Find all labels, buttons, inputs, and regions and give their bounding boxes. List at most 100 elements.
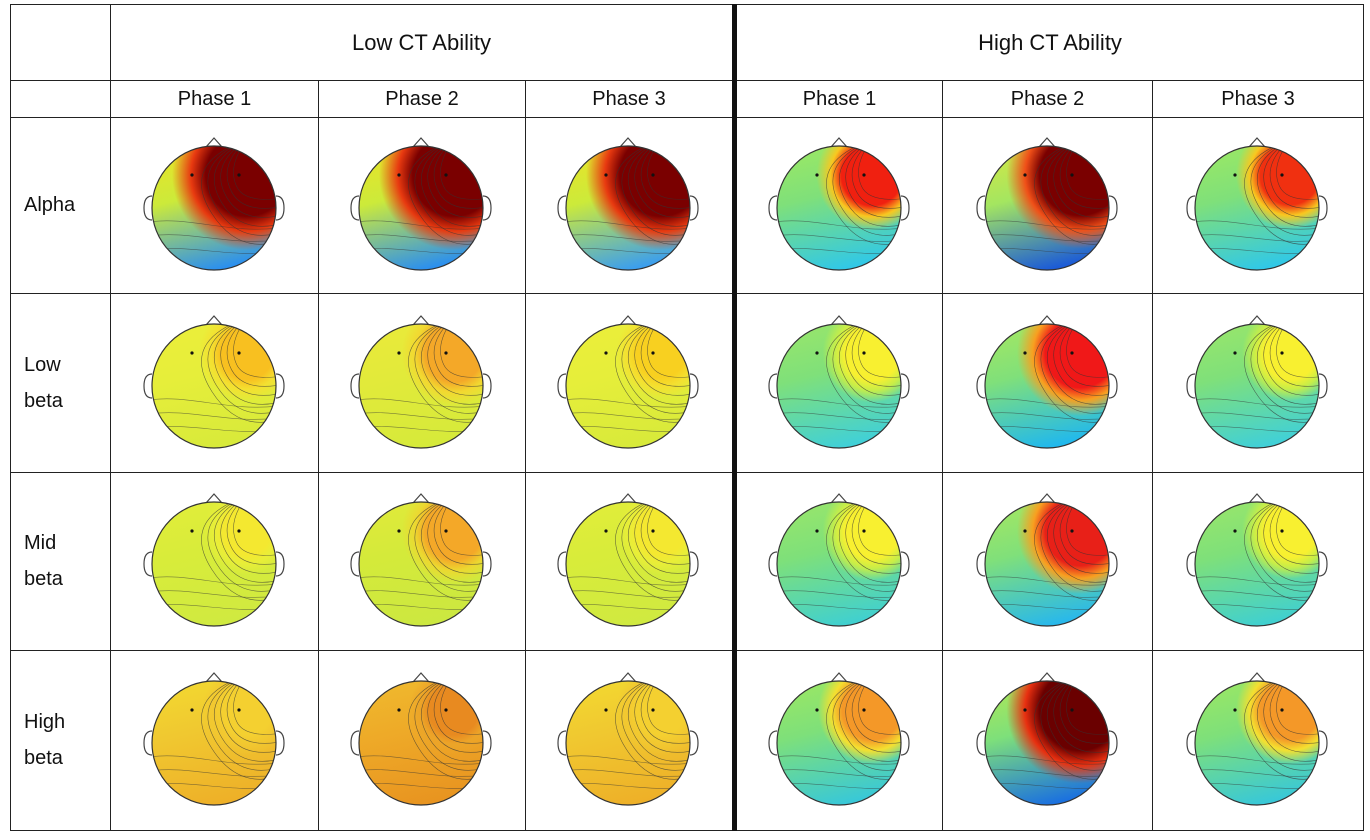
grid-line: [1152, 80, 1153, 831]
scalp-topomap: [1186, 672, 1328, 806]
scalp-topomap: [350, 315, 492, 449]
scalp-topomap: [768, 315, 910, 449]
nose-outline: [412, 315, 430, 326]
electrode-dot: [190, 351, 194, 355]
nose-outline: [1038, 315, 1056, 326]
scalp-topomap: [143, 315, 285, 449]
ear-outline: [350, 730, 360, 756]
electrode-dot: [397, 708, 401, 712]
scalp-topomap: [143, 672, 285, 806]
nose-outline: [412, 137, 430, 148]
grid-line: [10, 4, 11, 831]
grid-line: [10, 80, 1364, 81]
ear-outline: [275, 730, 285, 756]
scalp-topomap: [350, 672, 492, 806]
phase-header: Phase 1: [177, 87, 252, 110]
grid-line: [10, 650, 1364, 651]
electrode-dot: [651, 708, 655, 712]
electrode-dot: [397, 529, 401, 533]
scalp-topomap: [350, 493, 492, 627]
electrode-dot: [237, 173, 241, 177]
ear-outline: [900, 730, 910, 756]
nose-outline: [205, 672, 223, 683]
electrode-dot: [190, 708, 194, 712]
nose-outline: [205, 493, 223, 504]
ear-outline: [689, 730, 699, 756]
scalp-topomap: [1186, 493, 1328, 627]
scalp-topomap: [976, 315, 1118, 449]
grid-line: [10, 117, 1364, 118]
ear-outline: [557, 730, 567, 756]
row-label-high-beta: High beta: [24, 704, 65, 776]
ear-outline: [768, 730, 778, 756]
grid-line: [318, 80, 319, 831]
electrode-dot: [1233, 351, 1237, 355]
ear-outline: [557, 373, 567, 399]
ear-outline: [1318, 551, 1328, 577]
ear-outline: [143, 730, 153, 756]
scalp-topomap: [557, 493, 699, 627]
group-header-low-ct: Low CT Ability: [352, 29, 491, 55]
electrode-dot: [651, 173, 655, 177]
grid-line: [10, 293, 1364, 294]
electrode-dot: [190, 173, 194, 177]
grid-line: [525, 80, 526, 831]
scalp-topomap: [350, 137, 492, 271]
electrode-dot: [1070, 173, 1074, 177]
scalp-topomap: [976, 672, 1118, 806]
row-label-line: beta: [24, 568, 63, 590]
electrode-dot: [1070, 529, 1074, 533]
ear-outline: [768, 551, 778, 577]
ear-outline: [350, 195, 360, 221]
ear-outline: [900, 195, 910, 221]
nose-outline: [619, 137, 637, 148]
electrode-dot: [1280, 173, 1284, 177]
electrode-dot: [862, 351, 866, 355]
phase-header: Phase 1: [802, 87, 877, 110]
electrode-dot: [604, 708, 608, 712]
ear-outline: [143, 373, 153, 399]
ear-outline: [275, 551, 285, 577]
ear-outline: [275, 373, 285, 399]
electrode-dot: [444, 708, 448, 712]
nose-outline: [412, 493, 430, 504]
nose-outline: [1248, 315, 1266, 326]
ear-outline: [1186, 373, 1196, 399]
electrode-dot: [1023, 173, 1027, 177]
electrode-dot: [651, 351, 655, 355]
ear-outline: [1318, 195, 1328, 221]
ear-outline: [1318, 373, 1328, 399]
ear-outline: [482, 730, 492, 756]
ear-outline: [976, 373, 986, 399]
ear-outline: [1108, 373, 1118, 399]
grid-line: [110, 4, 111, 831]
nose-outline: [1248, 137, 1266, 148]
ear-outline: [900, 373, 910, 399]
electrode-dot: [1070, 351, 1074, 355]
scalp-topomap: [557, 137, 699, 271]
electrode-dot: [444, 173, 448, 177]
nose-outline: [830, 672, 848, 683]
nose-outline: [1248, 672, 1266, 683]
nose-outline: [830, 315, 848, 326]
electrode-dot: [190, 529, 194, 533]
scalp-topomap: [143, 137, 285, 271]
nose-outline: [1038, 137, 1056, 148]
nose-outline: [205, 315, 223, 326]
ear-outline: [143, 195, 153, 221]
ear-outline: [1186, 551, 1196, 577]
electrode-dot: [815, 708, 819, 712]
scalp-topomap: [976, 137, 1118, 271]
scalp-topomap: [768, 672, 910, 806]
row-label-line: beta: [24, 747, 63, 769]
ear-outline: [1186, 195, 1196, 221]
nose-outline: [1038, 493, 1056, 504]
electrode-dot: [444, 529, 448, 533]
nose-outline: [1248, 493, 1266, 504]
row-label-line: beta: [24, 390, 63, 412]
group-header-high-ct: High CT Ability: [978, 29, 1122, 55]
scalp-topomap: [768, 493, 910, 627]
electrode-dot: [815, 351, 819, 355]
scalp-topomap: [768, 137, 910, 271]
